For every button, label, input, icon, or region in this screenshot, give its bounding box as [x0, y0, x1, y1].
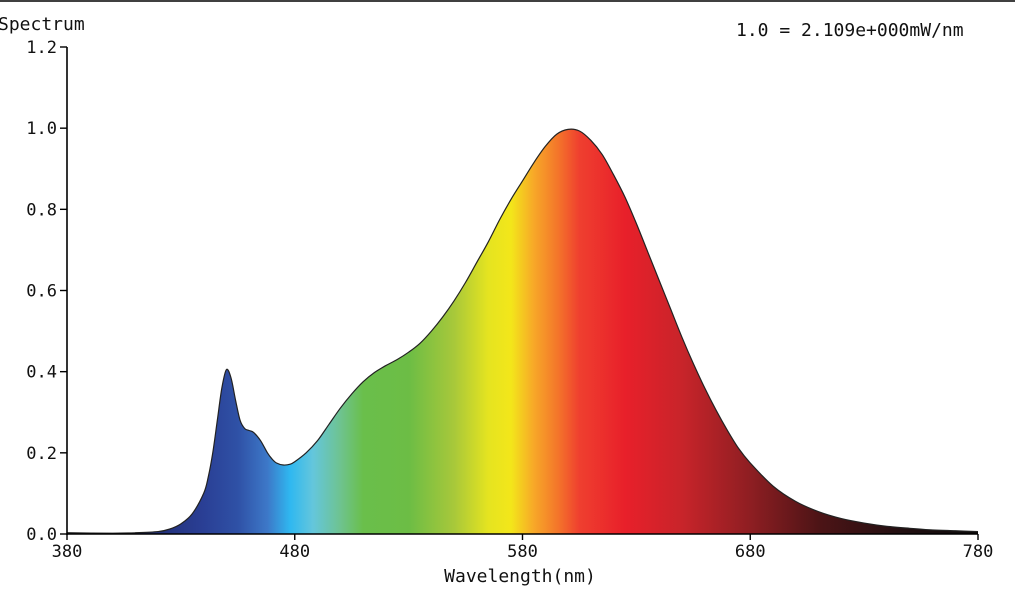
x-tick-label: 580 [507, 542, 538, 562]
spectrum-area [67, 129, 978, 534]
scale-note: 1.0 = 2.109e+000mW/nm [736, 20, 964, 41]
chart-title: Spectrum [0, 14, 85, 35]
x-axis-ticks: 380 480 580 680 780 [52, 534, 994, 562]
y-tick-label: 0.2 [26, 444, 57, 464]
x-tick-label: 380 [52, 542, 83, 562]
spectrum-line [66, 128, 979, 534]
y-tick-label: 0.4 [26, 363, 57, 383]
x-tick-label: 780 [963, 542, 994, 562]
y-tick-label: 1.0 [26, 119, 57, 139]
x-axis-title: Wavelength(nm) [444, 566, 596, 587]
y-tick-label: 0.8 [26, 200, 57, 220]
x-tick-label: 680 [735, 542, 766, 562]
y-tick-label: 1.2 [26, 38, 57, 58]
y-tick-label: 0.6 [26, 282, 57, 302]
y-tick-label: 0.0 [26, 525, 57, 545]
y-axis-ticks: 0.0 0.2 0.4 0.6 0.8 1.0 1.2 [26, 38, 67, 545]
x-tick-label: 480 [279, 542, 310, 562]
